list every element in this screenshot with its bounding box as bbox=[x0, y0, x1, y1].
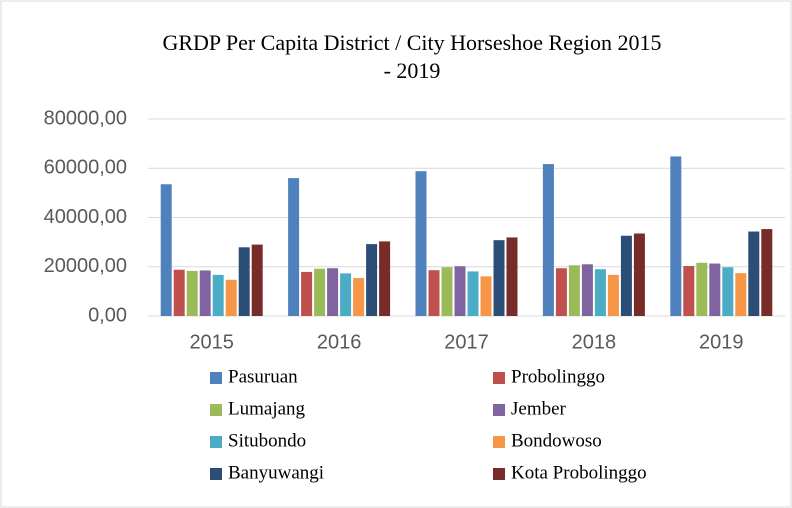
bar bbox=[454, 266, 466, 316]
legend-label: Bondowoso bbox=[511, 430, 602, 451]
x-tick-label: 2017 bbox=[444, 331, 489, 353]
legend-label: Lumajang bbox=[228, 398, 306, 419]
bar bbox=[212, 274, 224, 316]
bar bbox=[748, 231, 760, 316]
bar bbox=[683, 266, 695, 316]
y-tick-label: 40000,00 bbox=[44, 206, 127, 228]
y-tick-label: 80000,00 bbox=[44, 107, 127, 129]
bar bbox=[568, 265, 580, 316]
x-tick-label: 2019 bbox=[699, 331, 744, 353]
legend-label: Pasuruan bbox=[228, 366, 298, 387]
legend-swatch bbox=[493, 436, 505, 448]
y-tick-label: 0,00 bbox=[88, 304, 127, 326]
x-tick-label: 2015 bbox=[189, 331, 234, 353]
legend-label: Jember bbox=[511, 398, 567, 419]
bar bbox=[327, 268, 339, 316]
y-tick-label: 20000,00 bbox=[44, 255, 127, 277]
legend-label: Situbondo bbox=[228, 430, 306, 451]
bar bbox=[480, 276, 492, 316]
bar bbox=[238, 247, 250, 316]
bar bbox=[186, 270, 198, 316]
bar bbox=[314, 268, 326, 316]
bar bbox=[506, 237, 518, 316]
legend-swatch bbox=[210, 404, 222, 416]
bar bbox=[199, 270, 211, 316]
bar bbox=[441, 267, 453, 316]
y-tick-label: 60000,00 bbox=[44, 157, 127, 179]
bar bbox=[353, 278, 365, 316]
bar bbox=[251, 244, 263, 316]
bar bbox=[542, 164, 554, 316]
bar bbox=[761, 229, 773, 316]
legend-swatch bbox=[493, 372, 505, 384]
bar bbox=[709, 263, 721, 316]
bar bbox=[366, 244, 378, 316]
chart-title: GRDP Per Capita District / City Horsesho… bbox=[162, 30, 661, 55]
bar bbox=[160, 184, 172, 316]
bar bbox=[581, 264, 593, 316]
legend-swatch bbox=[210, 436, 222, 448]
bar bbox=[340, 273, 352, 316]
bar bbox=[735, 273, 747, 316]
bar bbox=[607, 274, 619, 316]
bar bbox=[493, 240, 505, 316]
x-tick-label: 2018 bbox=[572, 331, 617, 353]
bar bbox=[428, 270, 440, 316]
legend-swatch bbox=[493, 404, 505, 416]
bar bbox=[555, 268, 567, 316]
legend-label: Banyuwangi bbox=[228, 462, 324, 483]
legend-label: Probolinggo bbox=[511, 366, 605, 387]
legend-swatch bbox=[210, 372, 222, 384]
bar bbox=[379, 241, 391, 316]
bar bbox=[696, 262, 708, 316]
bar bbox=[594, 269, 606, 316]
bar bbox=[633, 233, 645, 316]
bar bbox=[225, 279, 237, 316]
legend-swatch bbox=[493, 468, 505, 480]
bar bbox=[173, 269, 185, 316]
chart-title: - 2019 bbox=[384, 58, 441, 83]
bar bbox=[301, 271, 313, 316]
bar bbox=[620, 235, 632, 316]
legend-label: Kota Probolinggo bbox=[511, 462, 647, 483]
bar bbox=[670, 156, 682, 316]
bar bbox=[415, 171, 427, 316]
bar bbox=[467, 271, 479, 316]
x-tick-label: 2016 bbox=[317, 331, 362, 353]
bar bbox=[722, 267, 734, 316]
bar bbox=[288, 178, 300, 316]
legend-swatch bbox=[210, 468, 222, 480]
